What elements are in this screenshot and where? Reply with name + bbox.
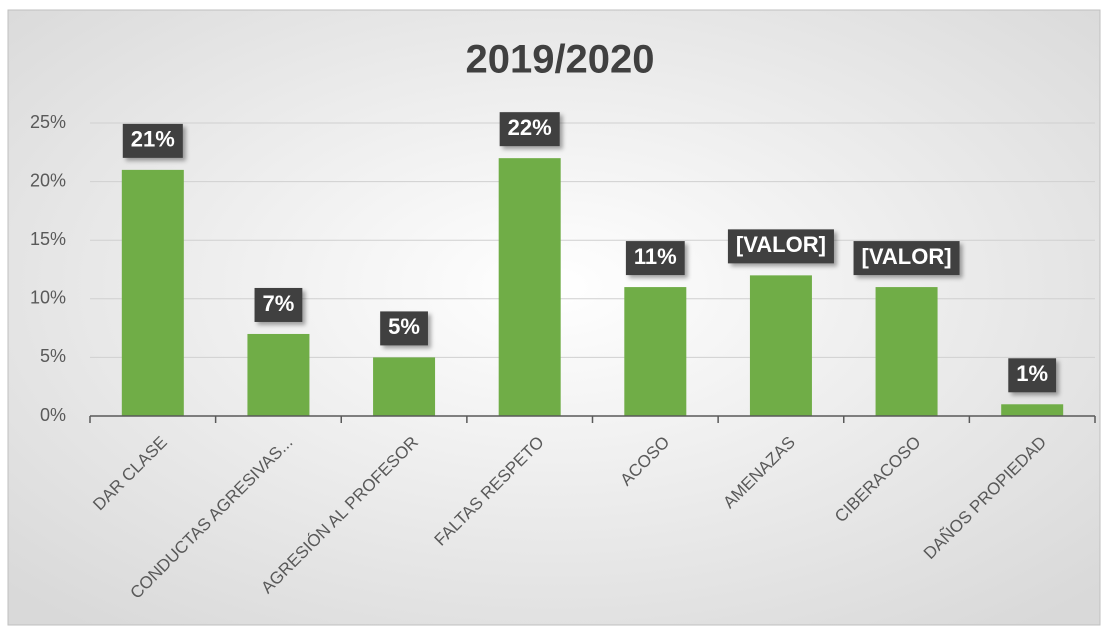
- data-label-text: [VALOR]: [736, 232, 826, 257]
- data-label-box: [499, 112, 560, 147]
- y-tick-label: 20%: [30, 170, 66, 190]
- y-tick-label: 25%: [30, 112, 66, 132]
- bar: [749, 275, 812, 416]
- chart-title: 2019/2020: [465, 38, 654, 82]
- data-label-box: [1008, 358, 1057, 393]
- data-label-box: [254, 287, 303, 322]
- data-label-text: 7%: [263, 291, 295, 316]
- data-label-text: [VALOR]: [862, 244, 952, 269]
- data-label-text: 5%: [388, 314, 420, 339]
- data-label: 21%: [122, 123, 183, 158]
- data-label: 5%: [380, 311, 428, 346]
- data-label-box: [727, 229, 834, 264]
- data-label-box: [122, 123, 183, 158]
- data-label-box: [380, 311, 428, 346]
- bar: [1001, 404, 1064, 416]
- data-label-text: 22%: [508, 115, 552, 140]
- data-label: 22%: [499, 112, 560, 147]
- bar: [498, 158, 561, 416]
- data-label-box: [625, 241, 685, 276]
- data-label: 7%: [254, 287, 303, 322]
- data-label-text: 1%: [1016, 361, 1048, 386]
- y-tick-label: 10%: [30, 288, 66, 308]
- data-label-text: 11%: [634, 244, 677, 269]
- bar: [373, 357, 436, 416]
- data-label: [VALOR]: [853, 241, 960, 276]
- bar: [624, 287, 687, 416]
- y-tick-label: 0%: [40, 405, 66, 425]
- y-tick-label: 15%: [30, 229, 66, 249]
- bar: [121, 169, 184, 416]
- data-label: 11%: [625, 241, 685, 276]
- data-label-text: 21%: [131, 127, 175, 152]
- data-label-box: [853, 241, 960, 276]
- bar: [247, 333, 310, 416]
- data-label: [VALOR]: [727, 229, 834, 264]
- bar: [875, 287, 938, 416]
- data-label: 1%: [1008, 358, 1057, 393]
- y-tick-label: 5%: [40, 346, 66, 366]
